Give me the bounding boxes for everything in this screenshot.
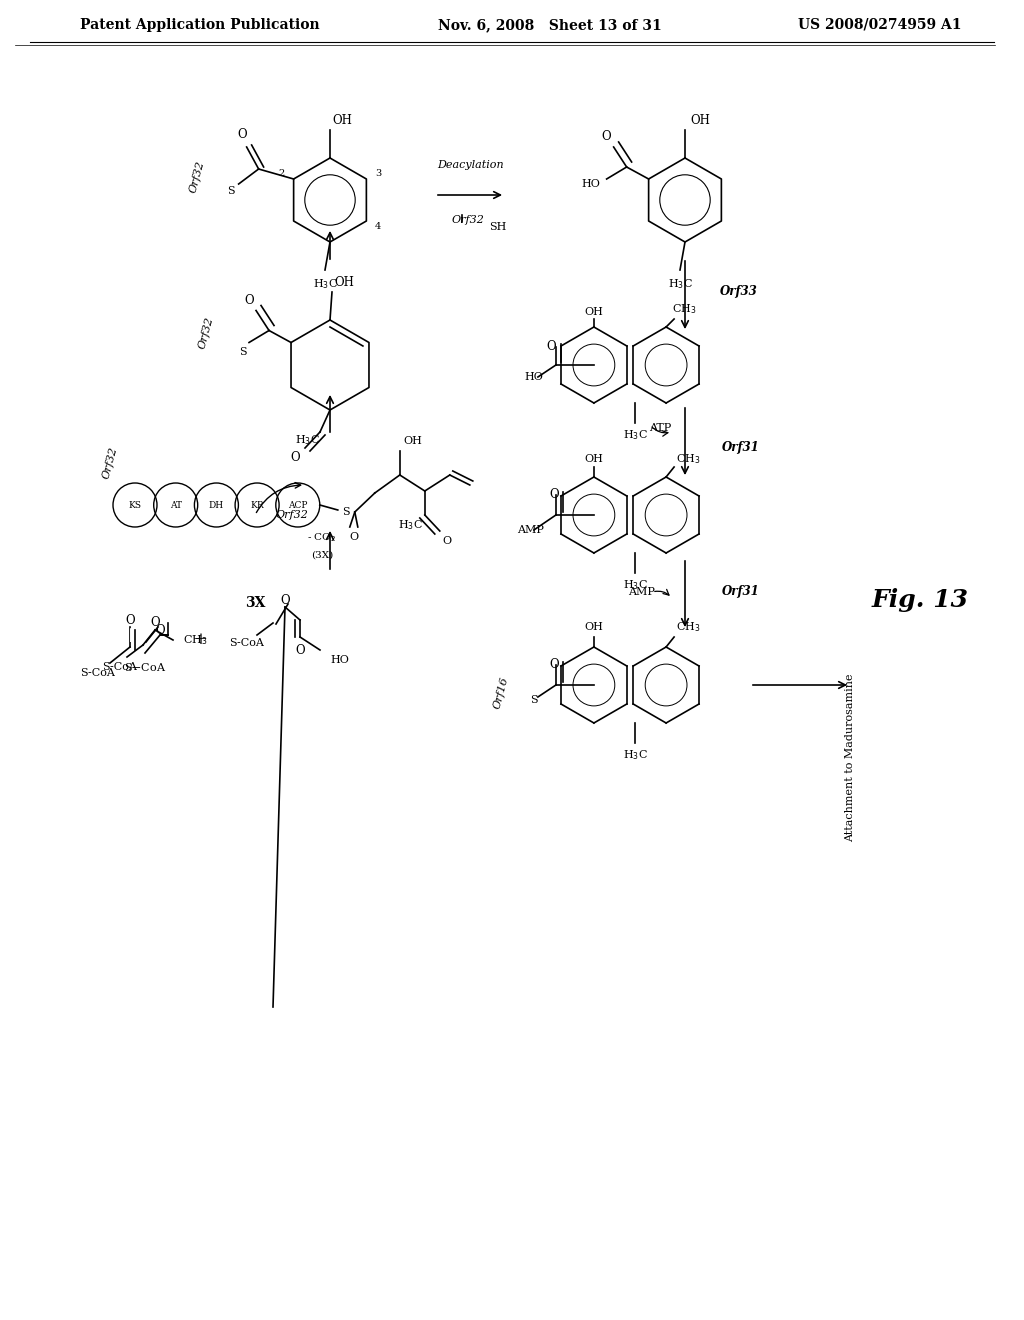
Text: Patent Application Publication: Patent Application Publication (80, 18, 319, 32)
Text: O: O (546, 341, 556, 354)
Text: HO: HO (330, 655, 349, 665)
Text: O: O (549, 659, 559, 672)
Text: HO: HO (524, 372, 544, 381)
Text: O: O (602, 131, 611, 144)
Text: Attachment to Madurosamine: Attachment to Madurosamine (845, 673, 855, 842)
Text: - CO$_2$: - CO$_2$ (307, 532, 337, 544)
Text: 2: 2 (279, 169, 285, 178)
Text: O: O (442, 536, 452, 546)
Text: OH: OH (334, 276, 354, 289)
Text: SH: SH (489, 222, 507, 232)
Text: Orf33: Orf33 (720, 285, 758, 298)
Text: O: O (349, 532, 358, 543)
Text: Orf32: Orf32 (101, 446, 119, 480)
Text: S: S (226, 186, 234, 195)
Text: OH: OH (403, 436, 422, 446)
Text: S-CoA: S-CoA (229, 638, 264, 648)
Text: O: O (290, 451, 300, 465)
Text: S-CoA: S-CoA (81, 668, 116, 678)
Text: OH: OH (690, 114, 710, 127)
Text: O: O (238, 128, 248, 140)
Text: HO: HO (582, 180, 600, 189)
Text: H$_3$C: H$_3$C (398, 519, 423, 532)
Text: S$\mathregular{-}$CoA: S$\mathregular{-}$CoA (124, 661, 166, 673)
Text: S: S (240, 347, 247, 358)
Text: $\parallel$: $\parallel$ (123, 626, 133, 644)
Text: AMP: AMP (629, 587, 655, 597)
Text: Orf16: Orf16 (492, 676, 510, 710)
Text: S-CoA: S-CoA (102, 663, 137, 672)
Text: 3X: 3X (245, 597, 265, 610)
Text: H$_3$C: H$_3$C (295, 433, 319, 447)
Text: DH: DH (209, 500, 224, 510)
Text: Orf31: Orf31 (722, 441, 760, 454)
Text: KS: KS (128, 500, 141, 510)
Text: ACP: ACP (288, 500, 307, 510)
Text: H$_3$C: H$_3$C (312, 277, 338, 290)
Text: H$_3$C: H$_3$C (623, 428, 647, 442)
Text: Deacylation: Deacylation (436, 160, 504, 170)
Text: CH$_3$: CH$_3$ (672, 302, 696, 315)
Text: O: O (549, 488, 559, 502)
Text: (3X): (3X) (311, 550, 333, 560)
Text: +: + (194, 631, 207, 648)
Text: O: O (151, 616, 160, 630)
Text: O: O (244, 294, 254, 308)
Text: Orf31: Orf31 (722, 586, 760, 598)
Text: CH$_3$: CH$_3$ (676, 451, 700, 466)
Text: OH: OH (332, 114, 352, 127)
Text: H$_3$C: H$_3$C (623, 748, 647, 762)
Text: H$_3$C: H$_3$C (623, 578, 647, 591)
Text: Orf32: Orf32 (197, 315, 215, 350)
Text: O: O (281, 594, 290, 606)
Text: 3: 3 (375, 169, 382, 178)
Text: Orf32: Orf32 (452, 215, 484, 224)
Text: Nov. 6, 2008   Sheet 13 of 31: Nov. 6, 2008 Sheet 13 of 31 (438, 18, 662, 32)
Text: O: O (295, 644, 305, 656)
Text: H$_3$C: H$_3$C (668, 277, 692, 290)
Text: CH$_3$: CH$_3$ (183, 634, 208, 647)
Text: KR: KR (250, 500, 264, 510)
Text: ATP: ATP (649, 422, 671, 433)
Text: Orf32: Orf32 (275, 510, 308, 520)
Text: OH: OH (585, 308, 603, 317)
Text: S: S (342, 507, 349, 517)
Text: OH: OH (585, 454, 603, 465)
Text: O: O (125, 614, 135, 627)
Text: CH$_3$: CH$_3$ (676, 620, 700, 634)
Text: US 2008/0274959 A1: US 2008/0274959 A1 (799, 18, 962, 32)
Text: Fig. 13: Fig. 13 (871, 587, 969, 612)
Text: AMP: AMP (517, 525, 545, 535)
Text: O: O (156, 623, 165, 636)
Text: OH: OH (585, 622, 603, 632)
Text: AT: AT (170, 500, 181, 510)
Text: 4: 4 (375, 222, 382, 231)
Text: S: S (530, 696, 538, 705)
Text: Orf32: Orf32 (187, 160, 206, 194)
